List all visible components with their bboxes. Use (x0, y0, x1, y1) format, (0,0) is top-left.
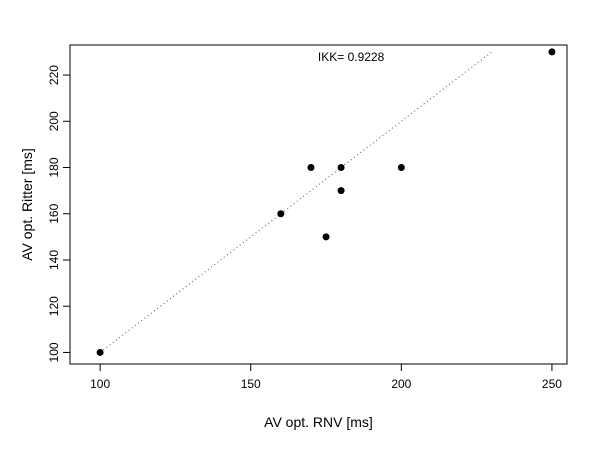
data-point (337, 164, 345, 172)
y-tick-label: 220 (47, 65, 61, 85)
x-axis: 100 150 200 250 (90, 363, 562, 391)
x-tick-label: 100 (90, 377, 110, 391)
data-point (307, 164, 315, 172)
data-points (96, 48, 556, 356)
correlation-annotation: IKK= 0.9228 (318, 50, 385, 64)
data-point (337, 187, 345, 195)
data-point (322, 233, 330, 241)
plot-frame (69, 44, 568, 365)
data-point (277, 210, 285, 218)
x-tick-label: 200 (391, 377, 411, 391)
y-axis: 100 120 140 160 180 200 220 (47, 65, 71, 362)
x-axis-label: AV opt. RNV [ms] (264, 414, 373, 430)
y-tick-label: 200 (47, 111, 61, 131)
data-point (548, 48, 556, 56)
x-tick-label: 250 (542, 377, 562, 391)
y-tick-label: 140 (47, 250, 61, 270)
y-tick-label: 180 (47, 157, 61, 177)
reference-line-layer (99, 51, 493, 353)
data-point (96, 348, 104, 356)
y-tick-label: 120 (47, 296, 61, 316)
y-tick-label: 160 (47, 203, 61, 223)
y-tick-label: 100 (47, 342, 61, 362)
x-tick-label: 150 (241, 377, 261, 391)
y-axis-label: AV opt. Ritter [ms] (19, 148, 35, 261)
data-point (397, 164, 405, 172)
identity-reference-line (99, 51, 493, 353)
